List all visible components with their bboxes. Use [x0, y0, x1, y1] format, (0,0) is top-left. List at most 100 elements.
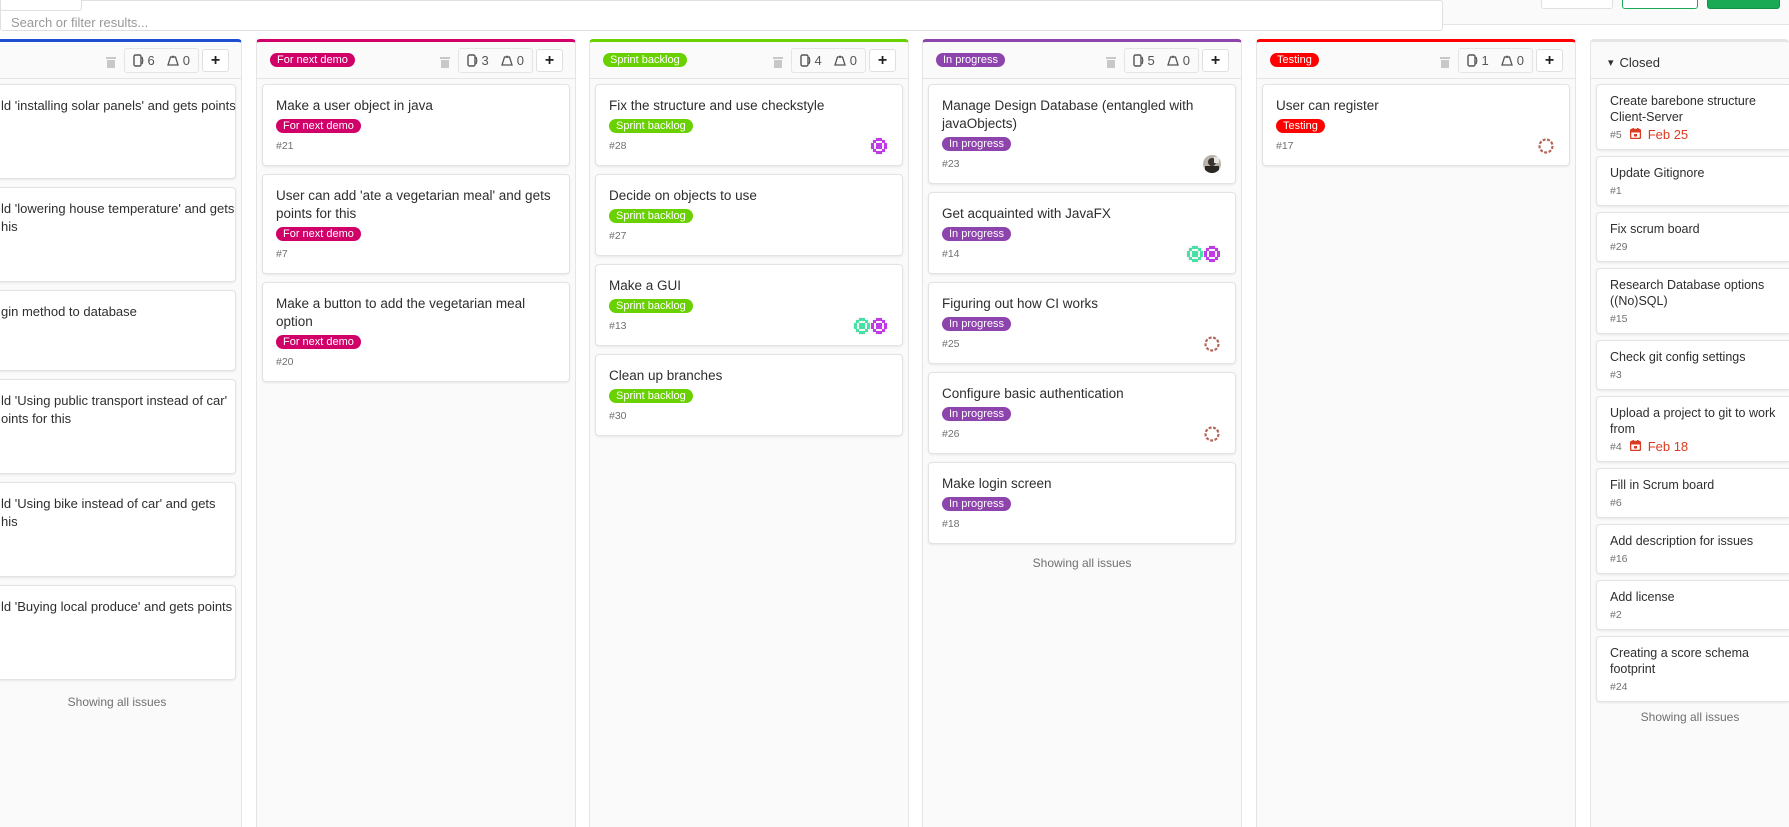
issue-title[interactable]: Make a user object in java: [276, 98, 433, 113]
filter-dropdown[interactable]: [0, 0, 82, 11]
issue-title[interactable]: User can add 'ate a vegetarian meal' and…: [276, 188, 551, 221]
issue-card[interactable]: Clean up branches Sprint backlog #30: [595, 354, 903, 436]
issue-card[interactable]: Fill in Scrum board #6: [1596, 468, 1789, 518]
issue-card[interactable]: Make a button to add the vegetarian meal…: [262, 282, 570, 382]
issue-title[interactable]: Add license: [1610, 590, 1675, 604]
issue-card[interactable]: Creating a score schema footprint #24: [1596, 636, 1789, 702]
issue-title[interactable]: Configure basic authentication: [942, 386, 1124, 401]
avatar[interactable]: [1203, 155, 1221, 173]
collapse-toggle[interactable]: ▾ Closed: [1608, 55, 1660, 70]
issue-label[interactable]: Testing: [1276, 119, 1325, 133]
issue-card[interactable]: ld 'Buying local produce' and gets point…: [0, 585, 236, 680]
issue-card[interactable]: Check git config settings #3: [1596, 340, 1789, 390]
issue-title[interactable]: Manage Design Database (entangled with j…: [942, 98, 1194, 131]
issue-label[interactable]: In progress: [942, 137, 1012, 151]
issue-title[interactable]: Research Database options ((No)SQL): [1610, 278, 1765, 308]
issue-title[interactable]: Fix the structure and use checkstyle: [609, 98, 825, 113]
issue-card[interactable]: Fix scrum board #29: [1596, 212, 1789, 262]
issue-label[interactable]: For next demo: [276, 335, 361, 349]
avatar[interactable]: [853, 317, 871, 335]
issue-card[interactable]: Decide on objects to use Sprint backlog #2…: [595, 174, 903, 256]
issue-title[interactable]: Creating a score schema footprint: [1610, 646, 1749, 676]
issue-card[interactable]: Add license #2: [1596, 580, 1789, 630]
issue-title[interactable]: gin method to database: [1, 303, 231, 321]
issue-card[interactable]: Figuring out how CI works In progress #25: [928, 282, 1236, 364]
issue-label[interactable]: For next demo: [276, 227, 361, 241]
toolbar-primary-button[interactable]: [1707, 0, 1780, 9]
issue-title[interactable]: Update Gitignore: [1610, 166, 1705, 180]
toolbar-outline-button[interactable]: [1622, 0, 1698, 9]
trash-icon[interactable]: [105, 55, 116, 68]
issue-label[interactable]: In progress: [942, 407, 1012, 421]
issue-card[interactable]: Add description for issues #16: [1596, 524, 1789, 574]
issue-label[interactable]: Sprint backlog: [609, 299, 693, 313]
issue-title[interactable]: ld 'Buying local produce' and gets point…: [1, 598, 232, 616]
add-issue-button[interactable]: +: [1202, 49, 1229, 72]
issue-number: #20: [276, 356, 294, 368]
avatar[interactable]: [1537, 137, 1555, 155]
issue-card[interactable]: Make login screen In progress #18: [928, 462, 1236, 544]
avatar[interactable]: [1203, 245, 1221, 263]
avatar[interactable]: [870, 317, 888, 335]
issue-title[interactable]: Make a button to add the vegetarian meal…: [276, 296, 526, 329]
issue-card[interactable]: User can add 'ate a vegetarian meal' and…: [262, 174, 570, 274]
issue-title[interactable]: Add description for issues: [1610, 534, 1754, 548]
trash-icon[interactable]: [772, 55, 783, 68]
issue-label[interactable]: In progress: [942, 227, 1012, 241]
issue-label[interactable]: In progress: [942, 317, 1012, 331]
avatar[interactable]: [1203, 425, 1221, 443]
issue-title[interactable]: ld 'Using bike instead of car' and gets h…: [1, 495, 231, 531]
issue-title[interactable]: Fix scrum board: [1610, 222, 1700, 236]
issue-title[interactable]: Upload a project to git to work from: [1610, 406, 1776, 436]
issue-title[interactable]: Decide on objects to use: [609, 188, 757, 203]
toolbar-button[interactable]: [1541, 0, 1613, 9]
header-actions: 5 0 +: [1105, 48, 1229, 73]
issue-card[interactable]: Manage Design Database (entangled with j…: [928, 84, 1236, 184]
issue-title[interactable]: User can register: [1276, 98, 1379, 113]
issue-card[interactable]: Research Database options ((No)SQL) #15: [1596, 268, 1789, 334]
issue-label[interactable]: In progress: [942, 497, 1012, 511]
issue-title[interactable]: Create barebone structure Client-Server: [1610, 94, 1756, 124]
weight-count: 0: [849, 53, 857, 68]
issue-title[interactable]: Check git config settings: [1610, 350, 1746, 364]
issue-card[interactable]: Configure basic authentication In progres…: [928, 372, 1236, 454]
issue-card[interactable]: Create barebone structure Client-Server #…: [1596, 84, 1789, 150]
trash-icon[interactable]: [439, 55, 450, 68]
avatar[interactable]: [1203, 335, 1221, 353]
issue-label[interactable]: Sprint backlog: [609, 119, 693, 133]
add-issue-button[interactable]: +: [536, 49, 563, 72]
search-input[interactable]: Search or filter results...: [0, 0, 1443, 31]
trash-icon[interactable]: [1105, 55, 1116, 68]
plus-icon: +: [1544, 51, 1555, 69]
issue-label[interactable]: Sprint backlog: [609, 389, 693, 403]
issue-title[interactable]: ld 'Using public transport instead of ca…: [1, 392, 231, 428]
add-issue-button[interactable]: +: [869, 49, 896, 72]
issue-label[interactable]: Sprint backlog: [609, 209, 693, 223]
issue-title[interactable]: Clean up branches: [609, 368, 723, 383]
issue-card[interactable]: ld 'Using bike instead of car' and gets h…: [0, 482, 236, 577]
issue-card[interactable]: Get acquainted with JavaFX In progress #14: [928, 192, 1236, 274]
issue-card[interactable]: User can register Testing #17: [1262, 84, 1570, 166]
issue-title[interactable]: Figuring out how CI works: [942, 296, 1099, 311]
issue-label[interactable]: For next demo: [276, 119, 361, 133]
issue-card[interactable]: Fix the structure and use checkstyle Spri…: [595, 84, 903, 166]
issue-title[interactable]: Fill in Scrum board: [1610, 478, 1715, 492]
issue-title[interactable]: Make a GUI: [609, 278, 682, 293]
issue-card[interactable]: gin method to database: [0, 290, 236, 371]
issue-title[interactable]: ld 'installing solar panels' and gets po…: [1, 97, 236, 115]
issue-title[interactable]: ld 'lowering house temperature' and gets…: [1, 200, 234, 236]
avatar[interactable]: [1186, 245, 1204, 263]
avatar[interactable]: [870, 137, 888, 155]
add-issue-button[interactable]: +: [202, 49, 229, 72]
issue-card[interactable]: ld 'lowering house temperature' and gets…: [0, 187, 236, 282]
issue-card[interactable]: ld 'installing solar panels' and gets po…: [0, 84, 236, 179]
trash-icon[interactable]: [1439, 55, 1450, 68]
add-issue-button[interactable]: +: [1536, 49, 1563, 72]
issue-card[interactable]: Make a user object in java For next demo #…: [262, 84, 570, 166]
issue-card[interactable]: Upload a project to git to work from #4 Fe…: [1596, 396, 1789, 462]
issue-card[interactable]: Make a GUI Sprint backlog #13: [595, 264, 903, 346]
issue-title[interactable]: Make login screen: [942, 476, 1052, 491]
issue-title[interactable]: Get acquainted with JavaFX: [942, 206, 1111, 221]
issue-card[interactable]: Update Gitignore #1: [1596, 156, 1789, 206]
issue-card[interactable]: ld 'Using public transport instead of ca…: [0, 379, 236, 474]
